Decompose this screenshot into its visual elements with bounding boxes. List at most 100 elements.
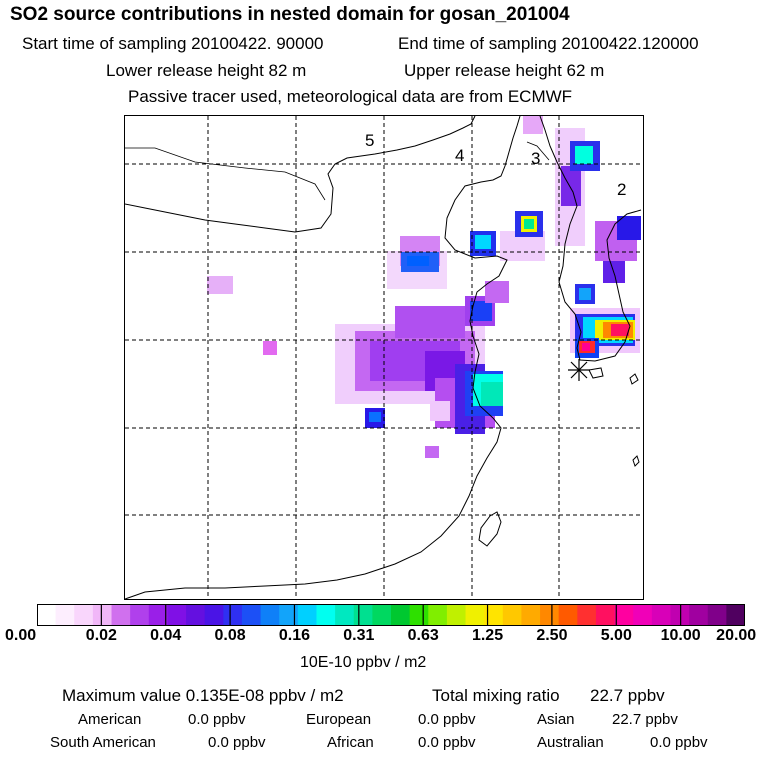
colorbar-swatch [353, 604, 373, 626]
colorbar-swatch [428, 604, 448, 626]
colorbar-tick-label: 20.00 [716, 627, 757, 644]
patch [575, 146, 593, 164]
colorbar-tick-label: 0.16 [278, 627, 311, 644]
patch [579, 288, 591, 300]
colorbar-swatch [148, 604, 168, 626]
colorbar-swatch [111, 604, 131, 626]
colorbar-scale [36, 604, 746, 626]
colorbar-swatch [279, 604, 299, 626]
patch [407, 256, 429, 266]
patch [470, 301, 492, 321]
asian-label: Asian [537, 711, 575, 728]
colorbar-tick-label: 10.00 [660, 627, 701, 644]
region-label-4: 4 [455, 146, 464, 165]
african-label: African [327, 734, 374, 751]
colorbar-swatch [260, 604, 280, 626]
data-source-note: Passive tracer used, meteorological data… [128, 87, 573, 106]
colorbar-swatch [633, 604, 653, 626]
american-value: 0.0 ppbv [188, 711, 246, 728]
patch [207, 276, 233, 294]
patch [475, 235, 491, 249]
asian-value: 22.7 ppbv [612, 711, 678, 728]
region-labels: 5 4 3 2 [365, 131, 626, 199]
end-time: End time of sampling 20100422.120000 [398, 34, 699, 53]
colorbar-swatch [204, 604, 224, 626]
patch [524, 219, 534, 229]
border [526, 141, 550, 161]
upper-release-height: Upper release height 62 m [404, 61, 605, 80]
colorbar-tick-label: 0.02 [85, 627, 117, 644]
colorbar-swatch [484, 604, 504, 626]
colorbar-swatch [689, 604, 709, 626]
colorbar-swatch [670, 604, 690, 626]
colorbar-swatch [595, 604, 616, 626]
australian-label: Australian [537, 734, 604, 751]
colorbar-tick-label: 0.31 [343, 627, 375, 644]
receptor-asterisk-icon [568, 359, 590, 381]
african-value: 0.0 ppbv [418, 734, 476, 751]
start-time: Start time of sampling 20100422. 90000 [22, 34, 324, 53]
colorbar-swatch [614, 604, 634, 626]
total-mixing-value: 22.7 ppbv [590, 686, 665, 705]
colorbar-tick-label: 0.04 [150, 627, 182, 644]
colorbar-swatch [502, 604, 522, 626]
patch [425, 446, 439, 458]
south-american-label: South American [50, 734, 156, 751]
colorbar-border [37, 604, 745, 626]
colorbar-units: 10E-10 ppbv / m2 [300, 654, 427, 671]
colorbar-swatch [223, 604, 243, 626]
european-label: European [306, 711, 372, 728]
south-american-value: 0.0 ppbv [208, 734, 266, 751]
region-label-2: 2 [617, 180, 626, 199]
colorbar-tick-label: 0.00 [5, 627, 37, 644]
colorbar [36, 604, 746, 631]
coastline [125, 116, 476, 233]
colorbar-swatch [726, 604, 746, 626]
colorbar-swatch [540, 604, 560, 626]
colorbar-swatch [372, 604, 392, 626]
colorbar-swatch [521, 604, 541, 626]
american-label: American [78, 711, 142, 728]
colorbar-tick-label: 0.63 [407, 627, 439, 644]
coastlines [125, 116, 642, 599]
total-mixing-label: Total mixing ratio [432, 686, 560, 705]
colorbar-swatch [446, 604, 467, 626]
patch [582, 343, 590, 351]
colorbar-swatch [297, 604, 317, 626]
coastline [125, 116, 521, 599]
colorbar-swatch [55, 604, 75, 626]
colorbar-tick-label: 2.50 [536, 627, 568, 644]
lower-release-height: Lower release height 82 m [106, 61, 307, 80]
colorbar-swatch [92, 604, 113, 626]
european-value: 0.0 ppbv [418, 711, 476, 728]
region-label-5: 5 [365, 131, 374, 150]
colorbar-swatch [409, 604, 429, 626]
colorbar-swatch [316, 604, 336, 626]
coastline [629, 373, 639, 385]
colorbar-swatch [241, 604, 262, 626]
colorbar-tick-label: 0.08 [214, 627, 246, 644]
chart-title: SO2 source contributions in nested domai… [10, 4, 570, 25]
coastline [539, 116, 642, 362]
colorbar-swatch [707, 604, 727, 626]
patch [430, 401, 450, 421]
borders [125, 141, 550, 201]
colorbar-swatch [130, 604, 150, 626]
colorbar-swatch [74, 604, 94, 626]
coastline [632, 455, 640, 467]
grid [125, 116, 643, 599]
patch [481, 382, 503, 406]
maximum-value: Maximum value 0.135E-08 ppbv / m2 [62, 686, 344, 705]
patch [523, 116, 543, 134]
colorbar-swatch [465, 604, 485, 626]
colorbar-tick-label: 1.25 [471, 627, 504, 644]
colorbar-swatch [335, 604, 355, 626]
map-plot: 5 4 3 2 [125, 116, 643, 599]
colorbar-swatch [167, 604, 187, 626]
patch [395, 306, 465, 338]
region-label-3: 3 [531, 149, 540, 168]
patch [561, 166, 581, 206]
colorbar-swatch [186, 604, 206, 626]
patch [263, 341, 277, 355]
patch [617, 216, 641, 240]
